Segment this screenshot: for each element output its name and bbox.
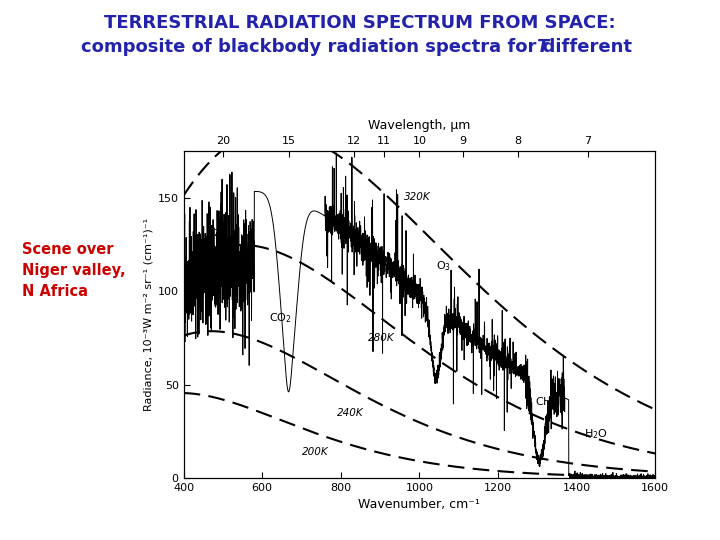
Text: 320K: 320K <box>404 192 431 201</box>
Text: 240K: 240K <box>337 408 364 418</box>
Text: Scene over
Niger valley,
N Africa: Scene over Niger valley, N Africa <box>22 241 125 299</box>
Text: T: T <box>536 38 549 56</box>
Text: CO$_2$: CO$_2$ <box>269 311 292 325</box>
Text: H$_2$O: H$_2$O <box>584 427 608 441</box>
X-axis label: Wavenumber, cm⁻¹: Wavenumber, cm⁻¹ <box>359 498 480 511</box>
Text: 200K: 200K <box>302 447 328 457</box>
Text: TERRESTRIAL RADIATION SPECTRUM FROM SPACE:: TERRESTRIAL RADIATION SPECTRUM FROM SPAC… <box>104 14 616 31</box>
Text: composite of blackbody radiation spectra for different: composite of blackbody radiation spectra… <box>81 38 639 56</box>
Text: H$_2$O: H$_2$O <box>205 225 229 239</box>
Y-axis label: Radiance, 10⁻³W m⁻² sr⁻¹ (cm⁻¹)⁻¹: Radiance, 10⁻³W m⁻² sr⁻¹ (cm⁻¹)⁻¹ <box>143 218 153 411</box>
Text: 280K: 280K <box>369 334 395 343</box>
Text: O$_3$: O$_3$ <box>436 259 451 273</box>
X-axis label: Wavelength, μm: Wavelength, μm <box>368 119 471 132</box>
Text: CH$_4$: CH$_4$ <box>536 395 558 409</box>
